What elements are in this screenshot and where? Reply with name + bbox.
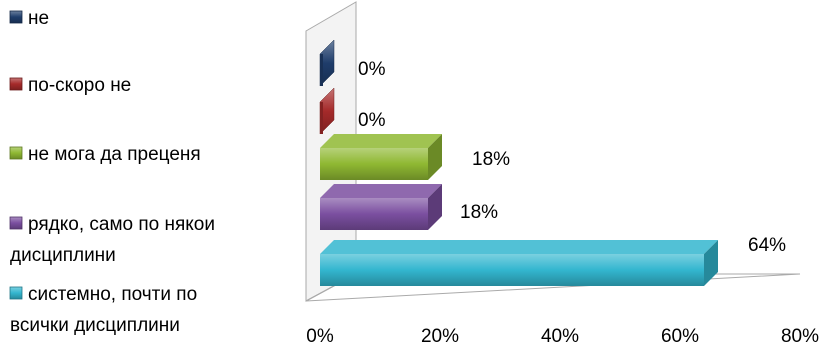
legend-label-0: не bbox=[28, 8, 49, 29]
bar-2 bbox=[320, 134, 442, 180]
x-tick-label-1: 20% bbox=[421, 326, 459, 346]
legend-swatch-0 bbox=[9, 10, 23, 24]
x-tick-label-0: 0% bbox=[306, 326, 334, 346]
data-label-0: 0% bbox=[358, 59, 386, 80]
legend-label-3: рядко, само по някои дисциплини bbox=[10, 214, 215, 266]
bars bbox=[319, 39, 718, 286]
data-label-4: 64% bbox=[748, 235, 786, 256]
bar-3 bbox=[320, 184, 442, 230]
legend: не по-скоро не не мога да преценя рядко, са… bbox=[9, 8, 215, 336]
legend-item-1: по-скоро не bbox=[9, 75, 131, 96]
legend-item-0: не bbox=[9, 8, 49, 29]
legend-item-4: системно, почти по всички дисциплини bbox=[9, 284, 197, 336]
legend-label-4: системно, почти по всички дисциплини bbox=[10, 284, 197, 336]
data-label-1: 0% bbox=[358, 110, 386, 131]
x-tick-label-3: 60% bbox=[661, 326, 699, 346]
legend-swatch-2 bbox=[9, 146, 23, 160]
legend-swatch-1 bbox=[9, 77, 23, 91]
legend-item-2: не мога да преценя bbox=[9, 144, 201, 165]
legend-swatch-4 bbox=[9, 286, 23, 300]
bar-0 bbox=[319, 39, 335, 87]
legend-item-3: рядко, само по някои дисциплини bbox=[9, 214, 215, 266]
bar-1 bbox=[319, 87, 335, 135]
legend-label-2: не мога да преценя bbox=[28, 144, 201, 165]
bar-4 bbox=[320, 240, 718, 286]
legend-swatch-3 bbox=[9, 216, 23, 230]
x-tick-label-2: 40% bbox=[541, 326, 579, 346]
x-tick-label-4: 80% bbox=[781, 326, 819, 346]
data-label-3: 18% bbox=[460, 202, 498, 223]
data-label-2: 18% bbox=[472, 149, 510, 170]
legend-label-1: по-скоро не bbox=[28, 75, 131, 96]
